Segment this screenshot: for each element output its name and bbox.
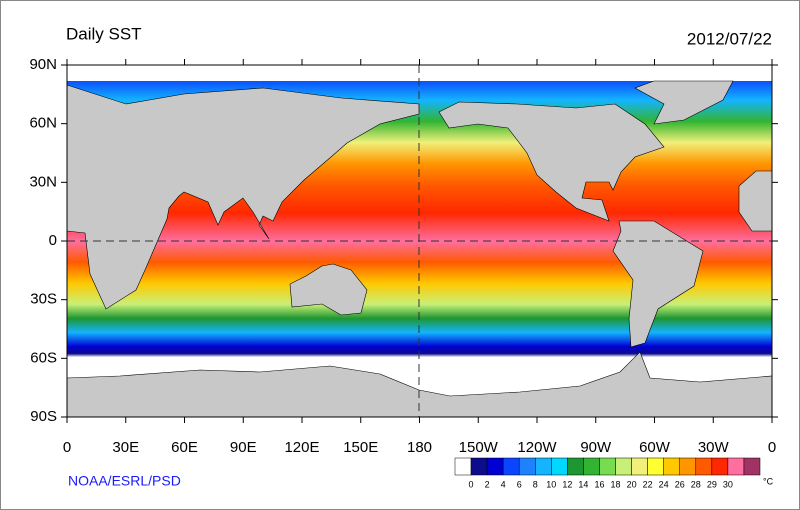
colorbar: 0 2 4 6 8 10 12 14 16 18 20 22 24 26 28 29 30 °C xyxy=(454,457,774,489)
colorbar-unit: °C xyxy=(763,476,774,486)
lon-label: 30E xyxy=(112,439,139,456)
color-swatch xyxy=(535,457,552,476)
lon-label: 0 xyxy=(768,439,776,456)
land xyxy=(612,220,704,348)
lon-label: 120W xyxy=(517,439,557,456)
color-swatch xyxy=(567,457,584,476)
colorbar-label: 29 xyxy=(707,479,717,489)
color-swatch xyxy=(486,457,504,476)
color-swatch xyxy=(711,457,729,476)
colorbar-label: 18 xyxy=(611,479,621,489)
colorbar-label: 26 xyxy=(675,479,685,489)
colorbar-label: 2 xyxy=(485,479,490,489)
color-swatch xyxy=(727,457,745,476)
color-swatch xyxy=(615,457,632,476)
lon-label: 90E xyxy=(230,439,257,456)
lat-label: 90N xyxy=(29,56,57,73)
color-swatch xyxy=(454,457,472,476)
colorbar-label: 30 xyxy=(723,479,733,489)
land xyxy=(634,80,734,125)
color-swatch xyxy=(679,457,697,476)
color-swatch xyxy=(743,457,761,476)
color-swatch xyxy=(502,457,520,476)
colorbar-label: 28 xyxy=(691,479,701,489)
color-swatch xyxy=(583,457,600,476)
color-swatch xyxy=(647,457,664,476)
map xyxy=(66,64,773,418)
lat-label: 60S xyxy=(30,349,57,366)
color-swatch xyxy=(599,457,616,476)
lon-label: 90W xyxy=(580,439,612,456)
color-swatch xyxy=(695,457,713,476)
colorbar-label: 20 xyxy=(627,479,637,489)
colorbar-label: 22 xyxy=(643,479,653,489)
colorbar-label: 12 xyxy=(562,479,572,489)
colorbar-label: 0 xyxy=(469,479,474,489)
lon-label: 60W xyxy=(639,439,671,456)
color-swatch xyxy=(470,457,488,476)
credit: NOAA/ESRL/PSD xyxy=(68,473,181,489)
color-swatch xyxy=(551,457,568,476)
title: Daily SST xyxy=(66,24,142,43)
lat-label: 0 xyxy=(49,232,57,249)
colorbar-label: 14 xyxy=(578,479,588,489)
lon-label: 120E xyxy=(284,439,319,456)
color-swatch xyxy=(631,457,648,476)
land xyxy=(289,263,368,316)
colorbar-label: 8 xyxy=(533,479,538,489)
colorbar-label: 4 xyxy=(501,479,506,489)
colorbar-label: 16 xyxy=(594,479,604,489)
color-swatch xyxy=(663,457,680,476)
land xyxy=(438,101,665,222)
colorbar-label: 24 xyxy=(659,479,669,489)
axes: 90N 60N 30N 0 30S 60S 90S 0 30E 60E 90E 120E 150E 180… xyxy=(29,56,778,456)
date: 2012/07/22 xyxy=(687,29,772,48)
lon-label: 30W xyxy=(698,439,730,456)
lat-label: 30S xyxy=(30,291,57,308)
color-swatch xyxy=(518,457,536,476)
lat-label: 30N xyxy=(29,173,57,190)
lon-label: 60E xyxy=(171,439,198,456)
colorbar-label: 6 xyxy=(517,479,522,489)
lon-label: 150W xyxy=(459,439,499,456)
lat-label: 60N xyxy=(29,115,57,132)
colorbar-label: 10 xyxy=(546,479,556,489)
lon-label: 180 xyxy=(407,439,432,456)
lat-label: 90S xyxy=(30,408,57,425)
lon-label: 0 xyxy=(63,439,71,456)
lon-label: 150E xyxy=(343,439,378,456)
